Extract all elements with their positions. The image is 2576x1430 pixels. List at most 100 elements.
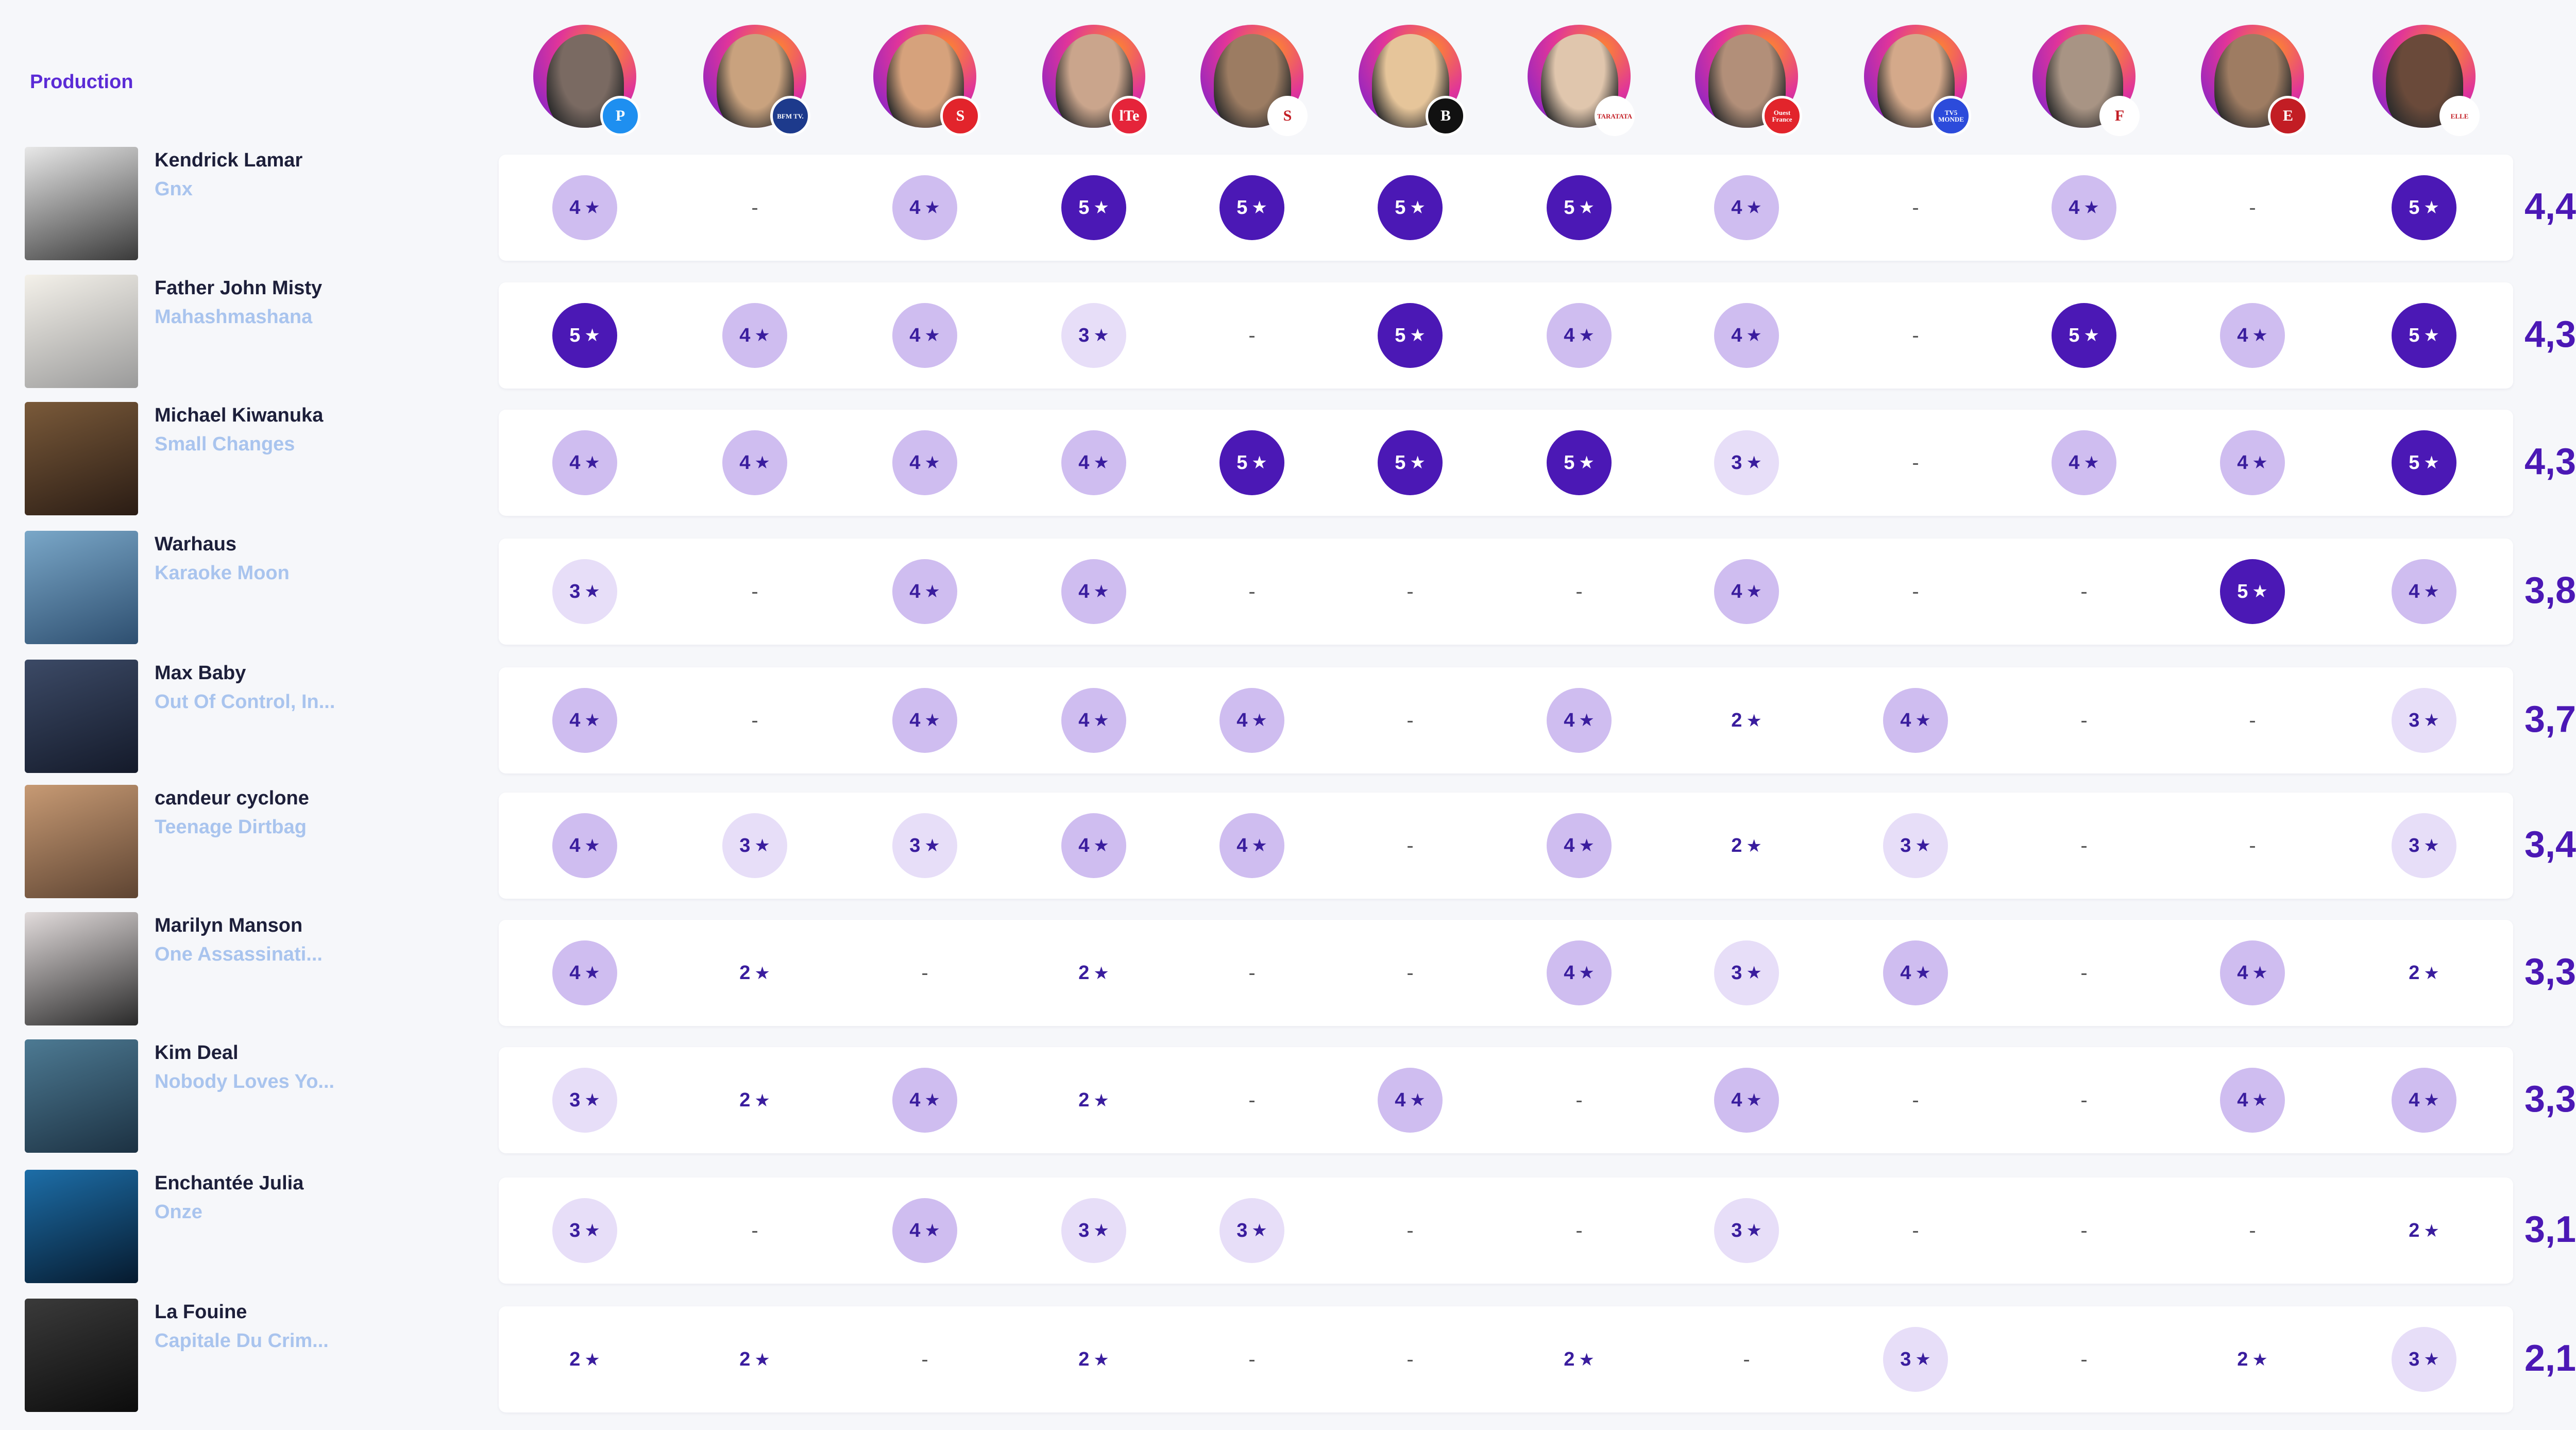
no-rating: - [1912, 580, 1919, 603]
rating-cell: 2 ★ [2391, 939, 2458, 1006]
artist-name[interactable]: Father John Misty [155, 277, 323, 299]
artist-name[interactable]: Michael Kiwanuka [155, 405, 324, 426]
critic-avatar-4[interactable]: lTe [1042, 25, 1150, 141]
artist-name[interactable]: candeur cyclone [155, 787, 309, 809]
rating-value: 5 [2409, 196, 2420, 218]
no-rating: - [2080, 962, 2087, 985]
star-icon: ★ [1579, 963, 1595, 983]
rating-value: 2 [739, 1348, 751, 1370]
critic-avatar-3[interactable]: S [873, 25, 981, 141]
rating-chip: 2 ★ [1731, 835, 1762, 857]
critic-avatar-8[interactable]: Ouest France [1695, 25, 1803, 141]
rating-chip: 5 ★ [2392, 303, 2456, 368]
artist-name[interactable]: Enchantée Julia [155, 1172, 304, 1194]
rating-cell: 4 ★ [1713, 1067, 1780, 1134]
album-cover[interactable] [25, 785, 138, 898]
rating-chip: 5 ★ [2392, 430, 2456, 495]
star-icon: ★ [1251, 1221, 1267, 1240]
star-icon: ★ [754, 963, 770, 983]
artist-name[interactable]: La Fouine [155, 1301, 247, 1323]
rating-cell: 3 ★ [551, 1197, 618, 1264]
artist-name[interactable]: Kendrick Lamar [155, 149, 303, 171]
album-title[interactable]: Small Changes [155, 433, 295, 455]
artist-name[interactable]: Kim Deal [155, 1042, 239, 1064]
artist-name[interactable]: Max Baby [155, 662, 246, 684]
star-icon: ★ [1746, 836, 1762, 856]
album-cover[interactable] [25, 531, 138, 644]
critic-avatar-1[interactable]: P [533, 25, 641, 141]
artist-name[interactable]: Warhaus [155, 533, 237, 555]
rating-chip: 3 ★ [1061, 303, 1126, 368]
album-title[interactable]: One Assassinati... [155, 944, 323, 965]
album-cover[interactable] [25, 660, 138, 773]
rating-value: 4 [2237, 324, 2248, 346]
no-rating: - [1248, 1089, 1255, 1112]
rating-cell: 5 ★ [551, 302, 618, 369]
album-title[interactable]: Out Of Control, In... [155, 691, 335, 713]
album-cover[interactable] [25, 275, 138, 388]
rating-cell: 4 ★ [721, 302, 788, 369]
average-score: 4,3 [2524, 314, 2576, 355]
album-cover[interactable] [25, 912, 138, 1025]
album-title[interactable]: Gnx [155, 178, 193, 200]
rating-chip: 2 ★ [2409, 962, 2439, 984]
rating-chip: 3 ★ [1714, 1198, 1779, 1263]
album-title[interactable]: Capitale Du Crim... [155, 1330, 329, 1352]
rating-chip: 5 ★ [1061, 175, 1126, 240]
critic-avatar-7[interactable]: TARATATA [1528, 25, 1636, 141]
star-icon: ★ [1093, 836, 1109, 855]
rating-chip: 2 ★ [2409, 1220, 2439, 1242]
critic-avatar-2[interactable]: BFM TV. [703, 25, 811, 141]
rating-chip: 4 ★ [892, 688, 957, 753]
critic-avatar-5[interactable]: S [1200, 25, 1309, 141]
rating-chip: 3 ★ [1714, 940, 1779, 1005]
album-title[interactable]: Teenage Dirtbag [155, 816, 307, 838]
critic-avatar-12[interactable]: ELLE [2372, 25, 2481, 141]
critic-avatar-9[interactable]: TV5 MONDE [1864, 25, 1972, 141]
rating-cell: 5 ★ [1218, 429, 1285, 496]
album-title[interactable]: Onze [155, 1201, 202, 1223]
rating-cell: 3 ★ [2391, 687, 2458, 754]
rating-chip: 3 ★ [1714, 430, 1779, 495]
rating-chip: 4 ★ [1547, 688, 1612, 753]
rating-value: 4 [2237, 451, 2248, 474]
no-rating: - [2249, 834, 2256, 857]
rating-value: 3 [909, 834, 921, 856]
album-title[interactable]: Karaoke Moon [155, 562, 290, 584]
star-icon: ★ [1410, 198, 1426, 217]
rating-chip: 4 ★ [1219, 688, 1284, 753]
album-cover[interactable] [25, 402, 138, 515]
rating-value: 4 [909, 709, 921, 731]
rating-value: 4 [1731, 1089, 1742, 1111]
star-icon: ★ [584, 963, 600, 983]
critic-avatar-10[interactable]: F [2032, 25, 2141, 141]
album-title[interactable]: Mahashmashana [155, 306, 313, 328]
star-icon: ★ [1746, 1090, 1762, 1110]
rating-cell: - [1218, 939, 1285, 1006]
rating-cell: - [1882, 558, 1949, 625]
media-logo-icon: S [940, 96, 980, 136]
album-cover[interactable] [25, 1299, 138, 1412]
rating-value: - [1248, 1348, 1256, 1371]
rating-cell: 5 ★ [2391, 174, 2458, 241]
rating-cell: - [1377, 1197, 1444, 1264]
album-cover[interactable] [25, 1170, 138, 1283]
rating-chip: 4 ★ [1061, 813, 1126, 878]
star-icon: ★ [1251, 198, 1267, 217]
rating-cell: - [891, 1326, 958, 1393]
rating-chip: 4 ★ [892, 1068, 957, 1133]
rating-value: 4 [569, 196, 581, 218]
rating-cell: 3 ★ [1060, 302, 1127, 369]
album-cover[interactable] [25, 1039, 138, 1153]
artist-name[interactable]: Marilyn Manson [155, 915, 303, 936]
rating-value: - [2080, 580, 2088, 603]
album-cover[interactable] [25, 147, 138, 260]
star-icon: ★ [1915, 836, 1931, 855]
rating-value: - [1406, 834, 1414, 857]
star-icon: ★ [2252, 453, 2268, 473]
rating-value: 4 [1900, 709, 1911, 731]
album-title[interactable]: Nobody Loves Yo... [155, 1071, 335, 1092]
critic-avatar-11[interactable]: E [2201, 25, 2309, 141]
critic-avatar-6[interactable]: B [1359, 25, 1467, 141]
rating-cell: 4 ★ [1060, 558, 1127, 625]
